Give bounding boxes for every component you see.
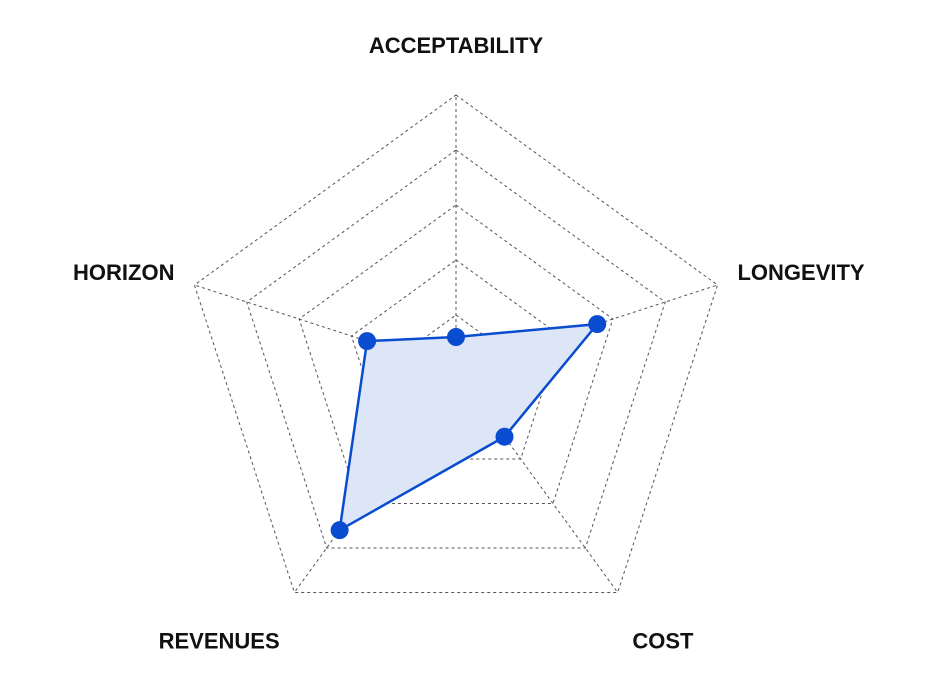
grid-spoke-horizon <box>194 284 457 371</box>
data-point-horizon[interactable] <box>358 332 377 351</box>
data-point-revenues[interactable] <box>330 521 349 540</box>
data-point-acceptability[interactable] <box>447 328 465 346</box>
axis-label-acceptability: ACCEPTABILITY <box>369 33 544 58</box>
grid-spoke-longevity <box>455 284 718 371</box>
radar-grid <box>193 94 719 593</box>
grid-spoke-cost <box>455 369 619 593</box>
axis-label-cost: COST <box>632 628 694 653</box>
axis-label-longevity: LONGEVITY <box>737 260 864 285</box>
axis-label-revenues: REVENUES <box>159 628 280 653</box>
radar-series <box>330 315 607 540</box>
axis-label-horizon: HORIZON <box>73 260 174 285</box>
data-point-longevity[interactable] <box>588 315 607 334</box>
radar-axis-labels: ACCEPTABILITY LONGEVITY COST REVENUES HORIZO… <box>73 33 865 653</box>
grid-spoke-revenues <box>293 369 457 593</box>
series-area <box>338 322 599 532</box>
data-point-cost[interactable] <box>495 427 514 446</box>
